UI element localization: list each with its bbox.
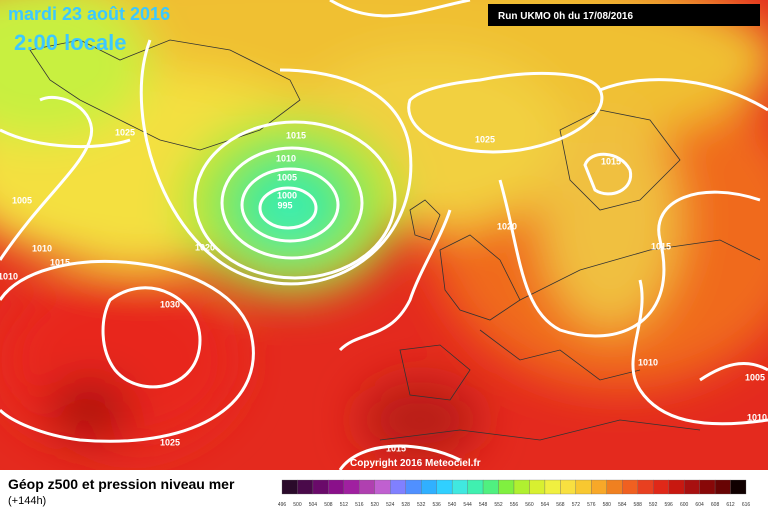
scale-label: 580 <box>603 502 612 508</box>
isobar-label: 1010 <box>0 271 18 281</box>
scale-label: 516 <box>355 502 364 508</box>
scale-label: 524 <box>386 502 395 508</box>
isobar-label: 1010 <box>32 243 52 253</box>
scale-label: 512 <box>340 502 349 508</box>
scale-swatch <box>467 479 484 495</box>
scale-label: 500 <box>293 502 302 508</box>
scale-label: 572 <box>572 502 581 508</box>
scale-label: 588 <box>634 502 643 508</box>
scale-label: 520 <box>371 502 380 508</box>
scale-swatch <box>436 479 453 495</box>
scale-swatch <box>421 479 437 495</box>
scale-label: 568 <box>556 502 565 508</box>
scale-swatch <box>390 479 406 495</box>
scale-swatch <box>591 479 607 495</box>
isobar-label: 1015 <box>50 257 70 267</box>
scale-swatch <box>297 479 314 495</box>
scale-label: 604 <box>695 502 704 508</box>
copyright: Copyright 2016 Meteociel.fr <box>350 458 481 469</box>
isobar-label: 1005 <box>277 172 297 182</box>
scale-swatch <box>622 479 638 495</box>
scale-swatch <box>606 479 623 495</box>
scale-swatch <box>683 479 700 495</box>
color-scale: 496 500 504 508 512 516 520 524 528 532 536 540 544 5… <box>278 479 751 508</box>
scale-label: 616 <box>742 502 751 508</box>
scale-swatch <box>653 479 669 495</box>
scale-label: 536 <box>432 502 441 508</box>
legend-title: Géop z500 et pression niveau mer <box>8 476 235 492</box>
isobar-label: 1020 <box>497 221 517 231</box>
scale-label: 592 <box>649 502 658 508</box>
scale-swatch <box>575 479 592 495</box>
scale-label: 612 <box>726 502 735 508</box>
scale-swatch <box>451 479 468 495</box>
isobar-label: 1015 <box>601 156 621 166</box>
scale-label: 552 <box>494 502 503 508</box>
scale-label: 548 <box>479 502 488 508</box>
scale-label: 544 <box>463 502 472 508</box>
map-subtitle: 2:00 locale <box>14 30 127 55</box>
scale-label: 600 <box>680 502 689 508</box>
scale-swatch <box>281 479 298 495</box>
scale-label: 528 <box>402 502 411 508</box>
scale-swatch <box>730 479 747 495</box>
isobar-label: 1015 <box>386 443 406 453</box>
isobar-label: 1025 <box>115 127 135 137</box>
scale-swatch <box>405 479 422 495</box>
isobar-label: 1010 <box>747 412 767 422</box>
scale-label: 556 <box>510 502 519 508</box>
scale-swatch <box>714 479 731 495</box>
isobar-label: 995 <box>277 200 292 210</box>
isobar-label: 1030 <box>160 299 180 309</box>
isobar-label: 1000 <box>277 190 297 200</box>
scale-swatch <box>343 479 360 495</box>
isobar-label: 1025 <box>475 134 495 144</box>
isobar-label: 1010 <box>638 357 658 367</box>
scale-swatch <box>529 479 546 495</box>
scale-swatch <box>668 479 685 495</box>
scale-label: 504 <box>309 502 318 508</box>
scale-label: 508 <box>324 502 333 508</box>
scale-swatch <box>544 479 561 495</box>
run-info: Run UKMO 0h du 17/08/2016 <box>498 11 633 22</box>
scale-label: 596 <box>664 502 673 508</box>
scale-swatch <box>498 479 515 495</box>
scale-swatch <box>374 479 391 495</box>
scale-label: 564 <box>541 502 550 508</box>
isobar-label: 1005 <box>745 372 765 382</box>
scale-swatch <box>699 479 716 495</box>
isobar-label: 1005 <box>12 195 32 205</box>
isobar-label: 1025 <box>160 437 180 447</box>
map-field: 1025 1005 1010 1015 1010 1030 1025 1015 1010 1005… <box>0 0 768 470</box>
scale-swatch <box>513 479 530 495</box>
scale-swatch <box>637 479 654 495</box>
scale-swatch <box>482 479 499 495</box>
scale-swatch <box>328 479 345 495</box>
run-info-box <box>488 4 760 26</box>
isobar-labels: 1025 1005 1010 1015 1010 1030 1025 1015 1010 1005… <box>0 127 767 453</box>
legend-subtitle: (+144h) <box>8 495 46 507</box>
isobar-label: 1020 <box>195 242 215 252</box>
scale-swatch <box>312 479 329 495</box>
scale-label: 584 <box>618 502 627 508</box>
isobar-label: 1015 <box>286 130 306 140</box>
scale-label: 560 <box>525 502 534 508</box>
scale-label: 532 <box>417 502 426 508</box>
map-title: mardi 23 août 2016 <box>8 4 170 24</box>
scale-label: 496 <box>278 502 287 508</box>
isobars <box>0 0 768 470</box>
scale-swatch <box>359 479 375 495</box>
coastlines <box>29 39 761 441</box>
isobar-label: 1015 <box>651 241 671 251</box>
isobar-label: 1010 <box>276 153 296 163</box>
scale-label: 608 <box>711 502 720 508</box>
scale-label: 576 <box>587 502 596 508</box>
scale-swatch <box>560 479 577 495</box>
scale-label: 540 <box>448 502 457 508</box>
